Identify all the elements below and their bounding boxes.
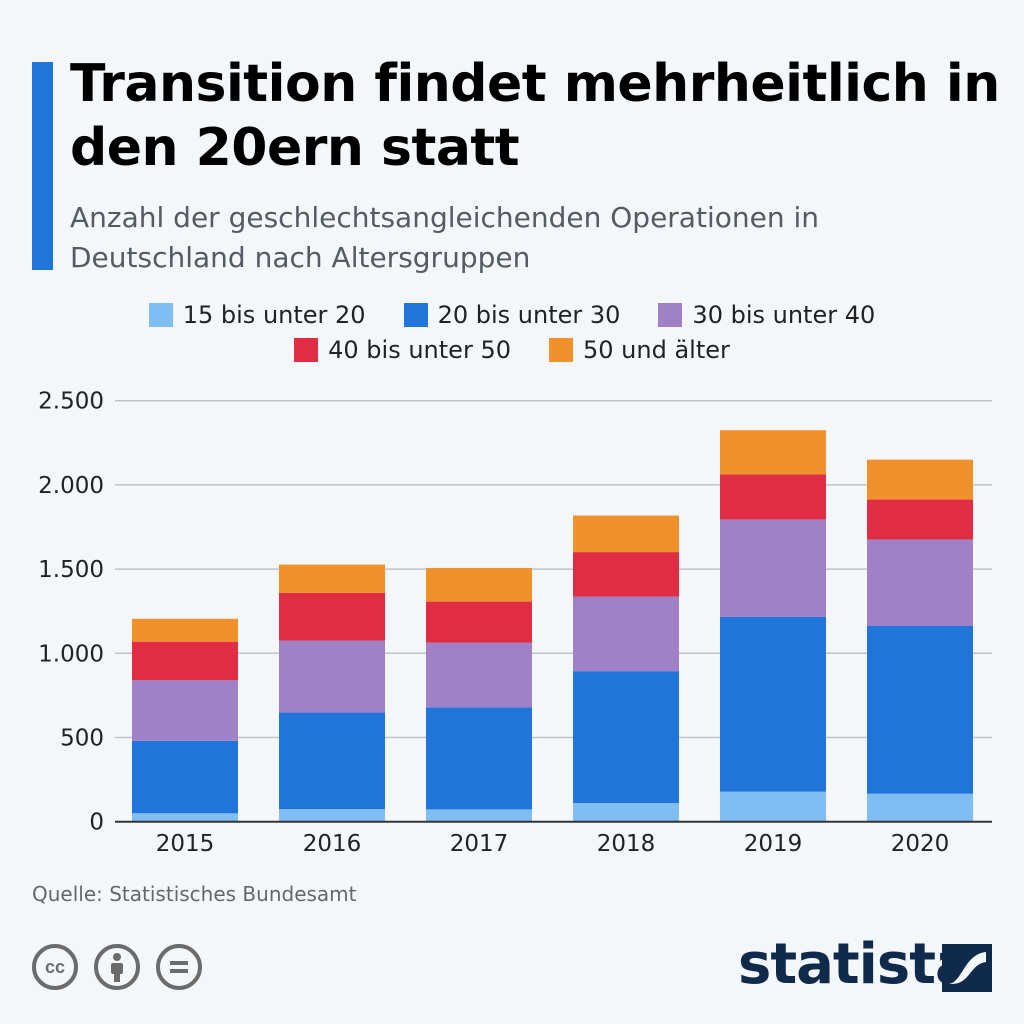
bar-segment <box>426 642 532 708</box>
bar-segment <box>720 519 826 617</box>
equals-icon <box>170 961 188 973</box>
cc-text: cc <box>44 956 66 977</box>
legend-swatch <box>148 303 173 327</box>
bar-segment <box>426 601 532 643</box>
person-icon <box>111 953 123 982</box>
legend-item: 30 bis unter 40 <box>658 301 875 329</box>
bar-segment <box>867 499 973 540</box>
bar-segment <box>720 616 826 792</box>
x-tick-label: 2015 <box>156 831 215 857</box>
chart-title: Transition findet mehrheitlich in den 20… <box>70 54 1000 178</box>
y-tick-label: 1.500 <box>38 557 104 583</box>
bar-segment <box>573 596 679 672</box>
legend-item: 15 bis unter 20 <box>148 301 366 329</box>
y-tick-label: 0 <box>89 810 104 836</box>
x-tick-label: 2018 <box>597 831 656 857</box>
bar-segment <box>279 592 385 641</box>
x-tick-label: 2017 <box>450 831 509 857</box>
x-tick-label: 2019 <box>744 831 803 857</box>
bar-segment <box>426 567 532 602</box>
legend-swatch <box>294 338 319 362</box>
x-tick-label: 2020 <box>891 831 950 857</box>
bar-segment <box>720 430 826 475</box>
bar-segment <box>867 539 973 627</box>
legend-row-1: 15 bis unter 20 20 bis unter 30 30 bis unt… <box>0 301 1024 329</box>
legend-label: 50 und älter <box>582 336 730 364</box>
bar-segment <box>279 564 385 593</box>
nd-icon <box>156 944 202 990</box>
bar-segment <box>867 626 973 794</box>
bar-segment <box>132 680 238 741</box>
legend-swatch <box>658 303 683 327</box>
cc-icon: cc <box>32 944 78 990</box>
legend-label: 30 bis unter 40 <box>692 301 876 329</box>
bar-segment <box>426 707 532 810</box>
bar-segment <box>573 671 679 804</box>
bar-segment <box>132 641 238 681</box>
legend-label: 20 bis unter 30 <box>437 301 621 329</box>
bar-chart: 0 500 1.000 1.500 2.000 2.500 2015 2016 2017 2018… <box>38 389 992 857</box>
legend-label: 15 bis unter 20 <box>182 301 366 329</box>
legend-item: 40 bis unter 50 <box>294 336 511 364</box>
bar-segment <box>867 459 973 500</box>
by-icon <box>94 944 140 990</box>
bar-segment <box>573 803 679 822</box>
chart-subtitle: Anzahl der geschlechtsangleichenden Oper… <box>70 201 819 274</box>
bar-segment <box>279 809 385 822</box>
statista-logo-mark <box>942 944 992 992</box>
accent-bar <box>32 62 53 270</box>
legend-row-2: 40 bis unter 50 50 und älter <box>0 336 1024 364</box>
source-note: Quelle: Statistisches Bundesamt <box>32 882 357 906</box>
bar-segment <box>720 791 826 822</box>
bar-segment <box>720 474 826 520</box>
legend-label: 40 bis unter 50 <box>328 336 511 364</box>
bar-segment <box>279 640 385 713</box>
legend-swatch <box>548 338 573 362</box>
statista-logo: statista <box>738 932 973 997</box>
x-tick-label: 2016 <box>303 831 362 857</box>
bar-segment <box>573 552 679 597</box>
y-tick-label: 1.000 <box>38 641 104 667</box>
bar-segment <box>573 515 679 553</box>
y-tick-label: 2.500 <box>38 389 104 415</box>
bar-segment <box>132 813 238 822</box>
legend-item: 20 bis unter 30 <box>403 301 621 329</box>
bar-segment <box>867 793 973 822</box>
bar-segment <box>279 712 385 810</box>
bar-segment <box>426 809 532 822</box>
bar-segment <box>132 618 238 642</box>
y-tick-label: 2.000 <box>38 473 104 499</box>
legend-swatch <box>403 303 428 327</box>
y-tick-label: 500 <box>60 726 104 752</box>
bar-segment <box>132 740 238 814</box>
legend-item: 50 und älter <box>548 336 730 364</box>
